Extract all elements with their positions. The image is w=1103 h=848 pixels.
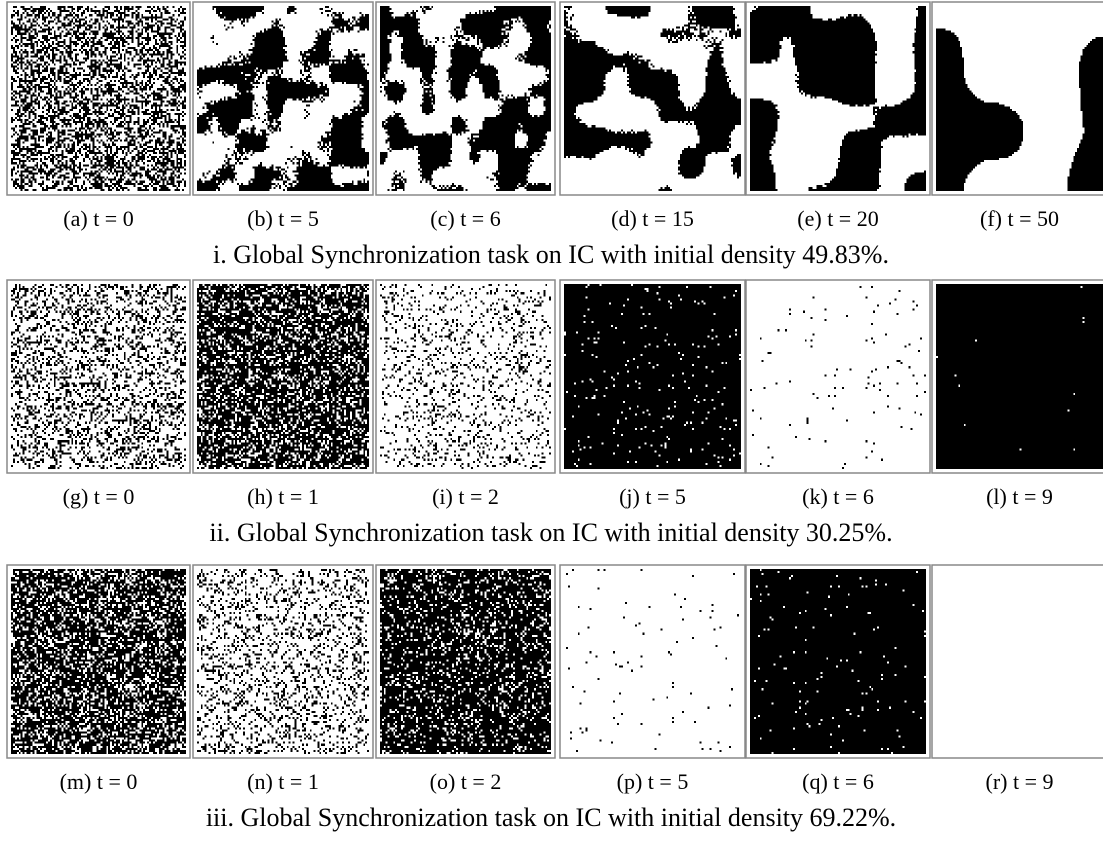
ca-pattern — [197, 569, 369, 754]
panel-label: (o) t = 2 — [430, 769, 502, 794]
panel-label: (b) t = 5 — [247, 206, 319, 231]
panel-label: (r) t = 9 — [986, 769, 1054, 794]
row-caption: i. Global Synchronization task on IC wit… — [213, 240, 889, 269]
ca-pattern — [10, 6, 186, 191]
panel-label: (g) t = 0 — [63, 484, 135, 509]
ca-pattern — [196, 6, 369, 191]
panel-frame — [931, 564, 1103, 759]
ca-pattern — [197, 284, 369, 469]
ca-pattern — [750, 6, 926, 191]
row-caption: iii. Global Synchronization task on IC w… — [206, 803, 896, 832]
panel-label: (f) t = 50 — [980, 206, 1059, 231]
panel-label: (a) t = 0 — [63, 206, 133, 231]
ca-pattern — [564, 6, 741, 191]
panel-label: (n) t = 1 — [247, 769, 319, 794]
panel-label: (h) t = 1 — [247, 484, 319, 509]
row-caption: ii. Global Synchronization task on IC wi… — [209, 518, 892, 547]
ca-pattern — [750, 569, 926, 754]
ca-pattern — [11, 284, 186, 469]
ca-pattern — [380, 284, 551, 469]
panel-label: (p) t = 5 — [617, 769, 689, 794]
panel-label: (m) t = 0 — [60, 769, 138, 794]
ca-pattern — [564, 284, 741, 469]
ca-pattern — [380, 569, 551, 754]
ca-pattern — [10, 569, 186, 754]
panel-label: (c) t = 6 — [430, 206, 500, 231]
ca-pattern — [936, 28, 1103, 191]
panel-frame — [559, 564, 746, 759]
panel-label: (i) t = 2 — [432, 484, 499, 509]
panel-label: (k) t = 6 — [802, 484, 874, 509]
panel-label: (j) t = 5 — [619, 484, 686, 509]
ca-pattern — [936, 284, 1103, 469]
panel-frame — [745, 279, 931, 474]
panel-label: (e) t = 20 — [797, 206, 878, 231]
panel-label: (d) t = 15 — [611, 206, 694, 231]
panel-label: (l) t = 9 — [986, 484, 1053, 509]
panel-label: (q) t = 6 — [802, 769, 874, 794]
ca-pattern — [380, 6, 551, 191]
